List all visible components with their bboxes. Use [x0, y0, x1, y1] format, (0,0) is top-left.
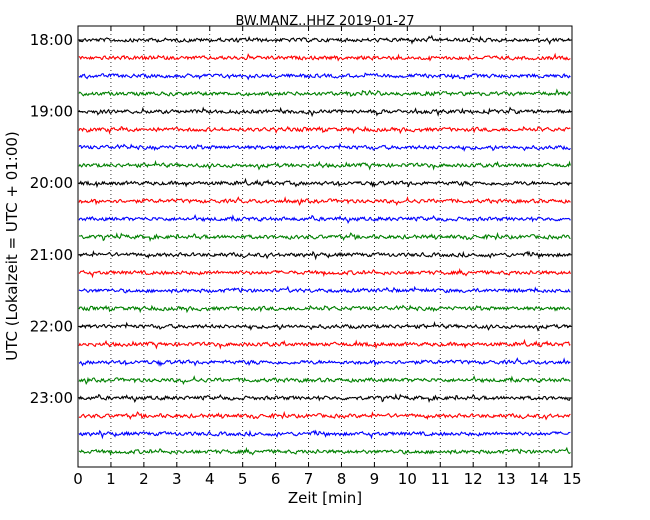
y-tick-label-2: 20:00	[30, 174, 73, 192]
y-tick-label-5: 23:00	[30, 389, 73, 407]
trace-14	[78, 285, 571, 294]
trace-13	[78, 267, 571, 279]
x-tick-label-14: 14	[530, 470, 549, 488]
x-tick-label-10: 10	[398, 470, 417, 488]
trace-2	[78, 72, 571, 81]
y-tick-label-3: 21:00	[30, 246, 73, 264]
trace-4	[78, 106, 571, 118]
trace-19	[78, 375, 571, 385]
trace-21	[78, 410, 571, 421]
trace-6	[78, 142, 571, 152]
x-tick-label-6: 6	[271, 470, 281, 488]
y-axis-ticks: 18:00 19:00 20:00 21:00 22:00 23:00	[30, 31, 572, 407]
trace-0	[78, 34, 571, 45]
vertical-grid	[110, 26, 540, 467]
trace-15	[78, 304, 571, 314]
y-tick-label-4: 22:00	[30, 317, 73, 335]
x-tick-label-8: 8	[337, 470, 347, 488]
trace-18	[78, 357, 571, 367]
trace-20	[78, 393, 571, 404]
trace-23	[78, 446, 571, 457]
x-tick-label-15: 15	[562, 470, 581, 488]
trace-3	[78, 88, 571, 97]
trace-22	[78, 429, 571, 440]
y-axis-label: UTC (Lokalzeit = UTC + 01:00)	[3, 131, 21, 361]
x-tick-label-11: 11	[431, 470, 450, 488]
trace-1	[78, 52, 571, 62]
x-axis-ticks: 0 1 2 3 4 5 6 7 8 9 10 11 12 13 14 15	[73, 26, 582, 488]
x-tick-label-12: 12	[464, 470, 483, 488]
chart-title: BW.MANZ..HHZ 2019-01-27	[235, 14, 414, 29]
y-tick-label-1: 19:00	[30, 103, 73, 121]
y-tick-label-0: 18:00	[30, 31, 73, 49]
x-tick-label-7: 7	[304, 470, 314, 488]
trace-9	[78, 196, 571, 206]
x-tick-label-9: 9	[370, 470, 380, 488]
trace-16	[78, 320, 571, 332]
trace-12	[78, 250, 571, 261]
trace-5	[78, 125, 571, 135]
seismic-traces	[78, 34, 571, 457]
x-tick-label-3: 3	[172, 470, 182, 488]
trace-11	[78, 231, 571, 242]
x-tick-label-2: 2	[139, 470, 149, 488]
x-tick-label-0: 0	[73, 470, 83, 488]
x-tick-label-1: 1	[106, 470, 116, 488]
trace-7	[78, 159, 571, 171]
x-tick-label-5: 5	[238, 470, 248, 488]
trace-8	[78, 177, 571, 189]
plot-frame	[77, 25, 573, 468]
trace-17	[78, 338, 571, 350]
trace-10	[78, 214, 571, 224]
x-tick-label-4: 4	[205, 470, 215, 488]
x-axis-label: Zeit [min]	[288, 489, 362, 507]
x-tick-label-13: 13	[497, 470, 516, 488]
